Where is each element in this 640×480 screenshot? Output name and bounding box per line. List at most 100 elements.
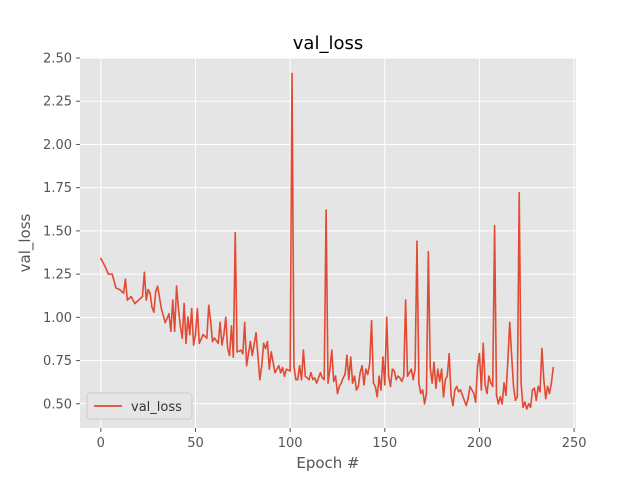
data-point [444, 378, 447, 381]
data-point [357, 385, 360, 388]
data-point [370, 320, 373, 322]
y-tick-label: 2.50 [43, 52, 72, 67]
data-point [510, 354, 513, 357]
data-point [300, 378, 303, 381]
data-point [419, 392, 422, 395]
data-point [374, 385, 377, 388]
data-point [488, 375, 490, 377]
data-point [323, 378, 326, 381]
data-point [525, 408, 528, 410]
data-point [153, 311, 155, 313]
data-point [548, 392, 551, 395]
data-point [100, 257, 102, 260]
data-point [387, 375, 390, 377]
data-point [508, 321, 511, 324]
data-point [211, 340, 214, 343]
data-point [168, 313, 170, 315]
data-point [312, 378, 314, 381]
data-point [266, 340, 269, 343]
data-point [319, 371, 322, 374]
data-point [529, 406, 532, 409]
data-point [469, 385, 471, 388]
data-point [455, 385, 458, 388]
data-point [149, 292, 151, 294]
data-point [433, 361, 435, 364]
y-axis-ticks: 0.50 0.75 1.00 1.25 1.50 1.75 2.00 2.25 2.50 [43, 52, 80, 412]
data-point [389, 385, 392, 388]
data-point [313, 377, 316, 379]
data-point [281, 366, 284, 369]
data-point [442, 396, 445, 398]
data-point [503, 382, 505, 384]
data-point [264, 347, 267, 350]
data-point [243, 321, 246, 324]
data-point [539, 390, 541, 393]
data-point [209, 320, 212, 322]
data-point [251, 354, 254, 357]
x-tick-label: 0 [97, 436, 105, 451]
data-point [192, 344, 195, 346]
data-point [175, 285, 178, 288]
data-point [412, 378, 414, 381]
data-point [179, 325, 182, 327]
data-point [348, 378, 350, 381]
data-point [516, 396, 519, 398]
data-point [359, 371, 361, 374]
data-point [522, 406, 524, 409]
data-point [454, 389, 456, 391]
data-point [385, 316, 388, 319]
data-point [217, 342, 219, 345]
data-point [368, 363, 371, 365]
data-point [207, 304, 210, 307]
data-point [177, 307, 180, 310]
data-point [478, 352, 481, 355]
data-point [550, 382, 553, 384]
data-point [255, 332, 257, 334]
data-point [437, 368, 439, 371]
data-point [524, 401, 526, 403]
data-point [295, 378, 297, 381]
data-point [279, 371, 282, 374]
data-point [355, 389, 358, 391]
data-point [382, 356, 384, 358]
data-point [196, 307, 199, 310]
data-point [183, 302, 185, 305]
data-point [202, 333, 204, 336]
data-point [418, 382, 420, 384]
data-point [410, 368, 413, 371]
y-tick-label: 1.25 [43, 268, 72, 283]
data-point [361, 364, 363, 367]
data-point [399, 377, 401, 379]
data-point [472, 392, 475, 395]
x-tick-label: 150 [372, 436, 397, 451]
data-point [342, 377, 344, 379]
data-point [363, 383, 365, 386]
data-point [533, 387, 536, 390]
data-point [427, 250, 430, 253]
data-point [353, 375, 356, 377]
y-tick-label: 1.00 [43, 311, 72, 326]
data-point [474, 401, 477, 403]
data-point [240, 349, 242, 352]
data-point [283, 375, 286, 377]
data-point [160, 307, 163, 310]
data-point [421, 389, 424, 391]
data-point [103, 264, 106, 267]
data-point [491, 385, 494, 388]
data-point [438, 380, 441, 383]
data-point [293, 364, 295, 367]
data-point [461, 394, 464, 396]
data-point [457, 390, 460, 393]
data-point [476, 364, 479, 367]
data-point [446, 375, 449, 377]
data-point [302, 349, 305, 352]
data-point [423, 402, 426, 405]
data-point [242, 352, 244, 355]
data-point [499, 396, 502, 398]
data-point [151, 306, 153, 308]
data-point [308, 378, 310, 381]
y-tick-label: 2.25 [43, 95, 72, 110]
data-point [450, 394, 452, 396]
y-tick-label: 2.00 [43, 138, 72, 153]
